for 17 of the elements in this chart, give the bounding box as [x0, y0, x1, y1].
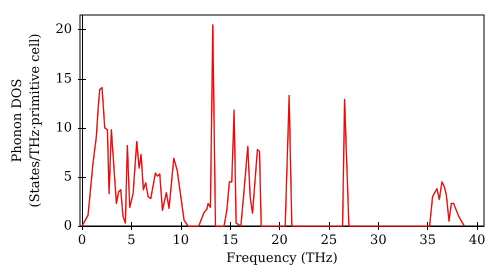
x-axis-title: Frequency (THz): [226, 250, 338, 266]
x-tick-label: 35: [419, 233, 436, 248]
x-tick-label: 25: [320, 233, 338, 248]
x-tick-label: 20: [271, 233, 288, 248]
y-tick-label: 10: [55, 120, 72, 136]
x-tick-label: 15: [222, 233, 238, 248]
y-tick-label: 20: [55, 22, 72, 38]
line-series: [81, 24, 465, 227]
x-tick-label: 30: [370, 233, 387, 248]
y-tick-label: 5: [64, 169, 72, 184]
x-tick-label: 10: [172, 233, 190, 248]
x-tick-label: 5: [127, 233, 136, 248]
x-tick-label: 40: [468, 233, 486, 248]
y-tick-label: 15: [55, 71, 72, 86]
x-tick-label: 0: [78, 233, 86, 248]
y-axis-title: Phonon DOS (States/THz·primitive cell): [10, 33, 44, 208]
y-tick-label: 0: [64, 218, 72, 234]
